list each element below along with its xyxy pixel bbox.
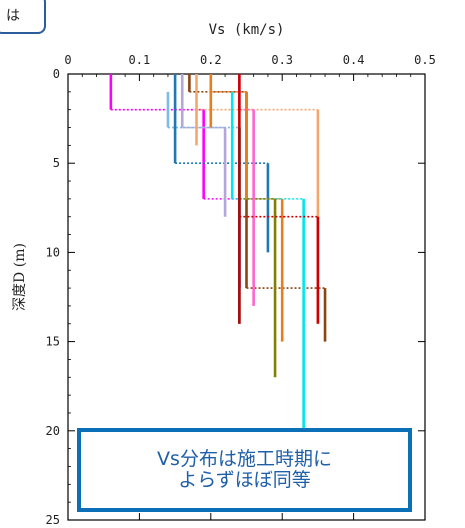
y-tick-label: 0 [53,67,60,81]
annotation-box: Vs分布は施工時期に よらずほぼ同等 [77,428,412,512]
y-tick-label: 20 [46,424,60,438]
annotation-line-1: Vs分布は施工時期に [157,448,332,470]
x-tick-label: 0.2 [200,53,222,67]
axes: 0 0.1 0.2 0.3 0.4 0.5 0 5 10 15 20 25 Vs (km/s) 深度D (… [12,22,436,527]
series-7 [230,91,305,431]
series-8 [238,127,277,378]
x-axis-label: Vs (km/s) [209,22,285,38]
y-tick-label: 5 [53,156,60,170]
y-tick-label: 10 [46,245,60,259]
series-layer [109,74,327,431]
callout-text: は [6,8,20,24]
x-tick-label: 0 [64,53,71,67]
x-tick-label: 0.3 [271,53,293,67]
plot-frame [67,73,426,521]
y-axis-label: 深度D (m) [12,243,28,311]
y-tick-label: 25 [46,513,60,527]
x-tick-label: 0.1 [129,53,151,67]
callout-fragment: は [0,0,46,34]
x-tick-label: 0.4 [343,53,365,67]
series-3 [180,74,227,217]
x-tick-label: 0.5 [414,53,436,67]
y-tick-label: 15 [46,335,60,349]
series-6 [209,74,284,342]
annotation-line-2: よらずほぼ同等 [178,469,311,491]
